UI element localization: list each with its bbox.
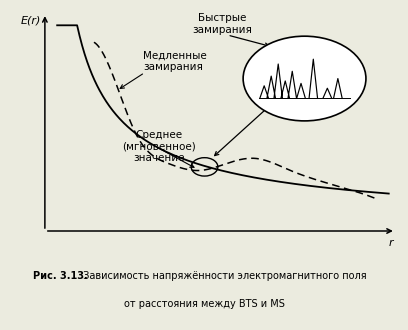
Text: Быстрые
замирания: Быстрые замирания: [192, 13, 252, 35]
Text: Среднее
(мгновенное)
значение: Среднее (мгновенное) значение: [122, 130, 196, 163]
Text: r: r: [388, 238, 393, 248]
Text: E(r): E(r): [21, 16, 41, 25]
Circle shape: [243, 36, 366, 121]
Text: Медленные
замирания: Медленные замирания: [143, 51, 207, 72]
Text: Рис. 3.13.: Рис. 3.13.: [33, 271, 87, 280]
Text: Зависимость напряжённости электромагнитного поля: Зависимость напряжённости электромагнитн…: [80, 271, 366, 280]
Text: от расстояния между BTS и MS: от расстояния между BTS и MS: [124, 299, 284, 309]
